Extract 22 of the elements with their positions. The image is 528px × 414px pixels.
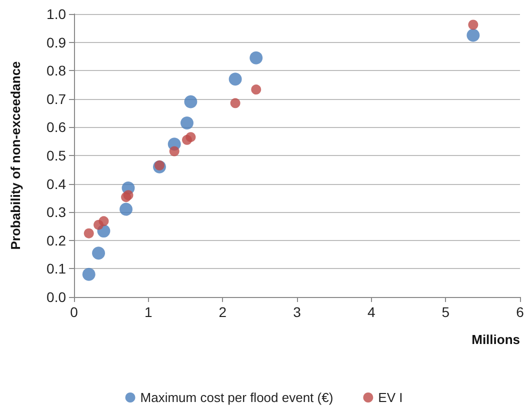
x-tick-label: 2 [218, 304, 227, 320]
y-tick-label: 0.4 [46, 176, 66, 192]
y-tick-label: 0.3 [46, 204, 66, 220]
x-tick-label: 5 [442, 304, 450, 320]
y-tick-label: 0.0 [46, 289, 66, 305]
y-tick-label: 1.0 [46, 6, 66, 22]
x-tick-label: 3 [293, 304, 302, 320]
y-tick-label: 0.9 [46, 34, 66, 50]
y-tick-label: 0.6 [46, 119, 66, 136]
y-tick-label: 0.1 [46, 260, 66, 277]
x-tick-label: 1 [144, 304, 152, 320]
x-tick-label: 6 [516, 304, 524, 320]
x-axis-title: Millions [472, 332, 520, 347]
legend-label: EV I [378, 390, 403, 405]
x-tick-label: 0 [70, 304, 78, 320]
y-tick-label: 0.5 [46, 148, 66, 164]
y-tick-label: 0.2 [46, 232, 66, 248]
x-tick-label: 4 [367, 304, 376, 320]
y-axis-title: Probability of non-exceedance [8, 61, 23, 250]
y-tick-label: 0.8 [46, 62, 66, 79]
legend-label: Maximum cost per flood event (€) [140, 390, 334, 405]
y-tick-label: 0.7 [46, 90, 66, 107]
